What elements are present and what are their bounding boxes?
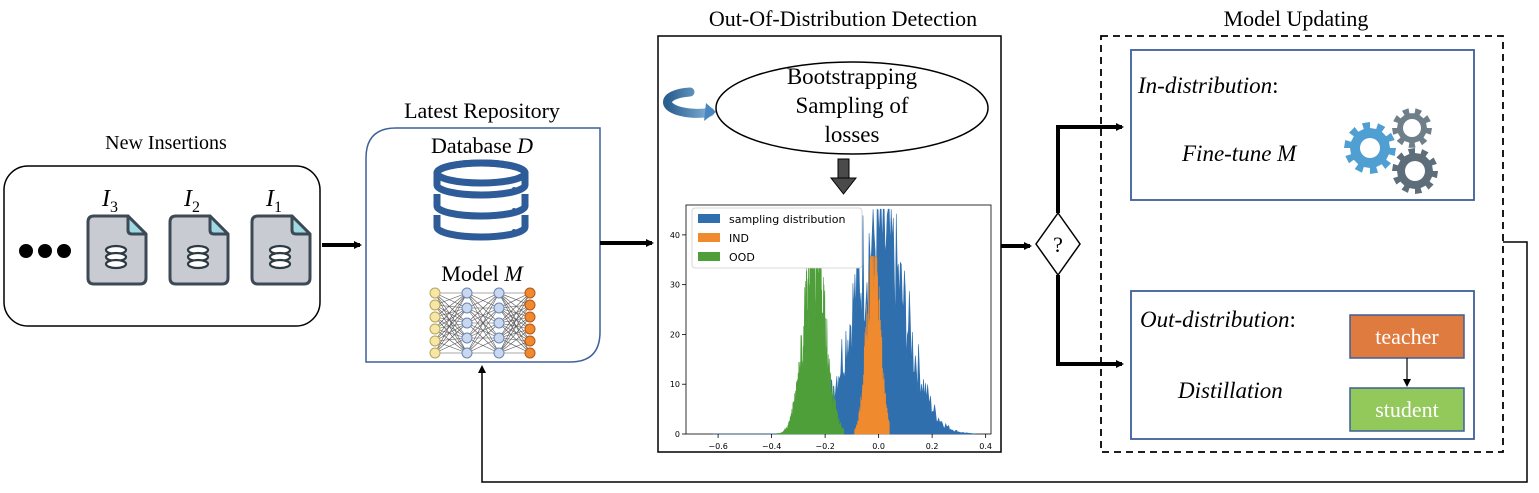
out-distribution-label: Out-distribution: — [1140, 307, 1296, 332]
repository-box — [365, 127, 601, 363]
x-tick-label: −0.2 — [815, 442, 834, 451]
ellipsis-icon — [19, 244, 71, 258]
gear — [1392, 148, 1438, 194]
model-updating-title: Model Updating — [1224, 6, 1369, 31]
database-label: Database D — [431, 133, 533, 158]
bootstrap-line-3: losses — [825, 122, 880, 147]
ood-title: Out-Of-Distribution Detection — [709, 6, 977, 31]
decision-symbol: ? — [1053, 232, 1063, 257]
arrow-to-in-distribution — [1056, 123, 1124, 213]
gears-icon — [1344, 108, 1438, 194]
fine-tune-label: Fine-tune M — [1181, 141, 1298, 166]
new-insertions-title: New Insertions — [105, 132, 227, 154]
repository-title: Latest Repository — [404, 98, 560, 123]
file-icon — [86, 214, 148, 286]
file-icon — [250, 214, 312, 286]
database-icon — [433, 159, 529, 241]
histogram-series — [712, 208, 976, 435]
bootstrap-ellipse — [715, 61, 989, 155]
in-distribution-label: In-distribution: — [1137, 73, 1279, 98]
decision-diamond: ? — [1035, 211, 1081, 277]
x-tick-label: 0.4 — [979, 442, 992, 451]
neural-network-icon — [429, 287, 536, 359]
down-arrow-icon — [829, 158, 858, 195]
legend-swatch — [698, 233, 720, 242]
legend-label: sampling distribution — [729, 213, 845, 226]
model-updating-box — [1100, 35, 1504, 453]
histogram-bars — [854, 256, 890, 435]
y-tick-label: 20 — [670, 330, 680, 339]
x-tick-label: 0.2 — [926, 442, 939, 451]
y-tick-label: 0 — [675, 430, 680, 439]
legend-swatch — [698, 214, 720, 223]
y-tick-label: 40 — [670, 231, 680, 240]
x-tick-label: −0.4 — [762, 442, 781, 451]
teacher-label: teacher — [1375, 324, 1439, 349]
histogram-chart: −0.6 −0.4 −0.2 0.0 0.2 0.4 0 10 20 30 40 sampling … — [670, 204, 992, 451]
x-tick-label: −0.6 — [708, 442, 727, 451]
histogram-bars — [712, 208, 976, 435]
teacher-box — [1349, 314, 1465, 359]
new-insertions-box — [3, 165, 321, 327]
legend-swatch — [698, 252, 720, 261]
histogram-series — [854, 256, 890, 435]
legend-label: IND — [729, 232, 749, 245]
feedback-arrow — [478, 241, 1528, 483]
circular-arrow-icon — [663, 87, 716, 121]
model-label: Model M — [441, 261, 524, 286]
bootstrap-line-2: Sampling of — [795, 93, 908, 118]
gear — [1344, 122, 1396, 174]
y-tick-label: 10 — [670, 380, 680, 389]
chart-legend — [691, 207, 863, 269]
bootstrap-line-1: Bootstrapping — [787, 64, 918, 89]
student-box — [1349, 387, 1465, 432]
file-icon — [168, 214, 230, 286]
arrow-to-out-distribution — [1056, 275, 1124, 368]
student-label: student — [1375, 397, 1439, 422]
x-tick-label: 0.0 — [872, 442, 885, 451]
distillation-label: Distillation — [1177, 378, 1283, 403]
gear — [1392, 108, 1432, 148]
y-tick-label: 30 — [670, 281, 680, 290]
legend-label: OOD — [729, 251, 755, 264]
